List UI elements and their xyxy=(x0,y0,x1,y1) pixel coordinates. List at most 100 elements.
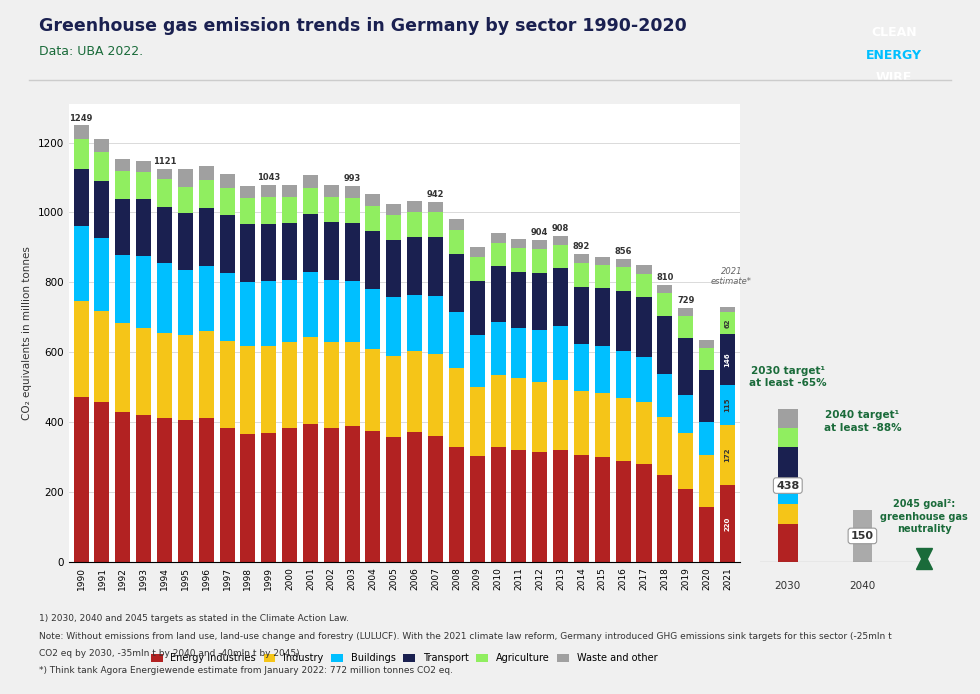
Bar xyxy=(74,169,88,226)
Bar xyxy=(720,425,735,485)
Bar xyxy=(345,280,360,342)
Bar xyxy=(553,245,568,269)
Bar xyxy=(720,312,735,334)
Bar xyxy=(240,434,256,562)
Bar xyxy=(366,231,380,289)
Bar xyxy=(574,254,589,263)
Bar xyxy=(512,239,526,248)
Bar xyxy=(615,291,631,350)
Bar xyxy=(491,232,506,243)
Text: 62: 62 xyxy=(724,319,730,328)
Bar xyxy=(220,214,234,273)
Bar xyxy=(428,436,443,562)
Bar xyxy=(386,298,402,356)
Bar xyxy=(94,139,110,152)
Text: 2045 goal²:
greenhouse gas
neutrality: 2045 goal²: greenhouse gas neutrality xyxy=(880,500,968,534)
Bar xyxy=(658,285,672,293)
Bar xyxy=(136,415,151,562)
Bar xyxy=(282,428,297,562)
Text: 1249: 1249 xyxy=(70,114,93,123)
Bar xyxy=(720,307,735,312)
Bar xyxy=(262,223,276,281)
Bar xyxy=(636,464,652,562)
Bar xyxy=(177,335,193,420)
Bar xyxy=(595,257,610,265)
Bar xyxy=(116,171,130,198)
Bar xyxy=(428,355,443,436)
Bar xyxy=(469,257,485,280)
Bar xyxy=(553,326,568,380)
Bar xyxy=(74,301,88,397)
Bar xyxy=(240,185,256,198)
Text: 172: 172 xyxy=(724,448,730,462)
Bar xyxy=(428,202,443,212)
Bar xyxy=(512,378,526,450)
Bar xyxy=(74,226,88,301)
Bar xyxy=(469,387,485,456)
Bar xyxy=(532,382,547,452)
Bar xyxy=(778,428,798,448)
Bar xyxy=(157,418,172,562)
Bar xyxy=(615,350,631,398)
Text: ENERGY: ENERGY xyxy=(866,49,922,62)
Bar xyxy=(94,152,110,181)
Bar xyxy=(615,267,631,291)
Bar xyxy=(720,385,735,425)
Bar xyxy=(636,265,652,273)
Text: 908: 908 xyxy=(552,223,569,232)
Bar xyxy=(678,489,693,562)
Bar xyxy=(386,214,402,239)
Bar xyxy=(94,312,110,403)
Bar xyxy=(386,437,402,562)
Bar xyxy=(449,219,464,230)
Bar xyxy=(595,265,610,289)
Bar xyxy=(136,256,151,328)
Text: Note: Without emissions from land use, land-use change and forestry (LULUCF). Wi: Note: Without emissions from land use, l… xyxy=(39,632,892,641)
Bar xyxy=(177,187,193,213)
Bar xyxy=(136,199,151,256)
Bar xyxy=(658,293,672,316)
Bar xyxy=(199,331,214,418)
Bar xyxy=(491,375,506,447)
Text: 892: 892 xyxy=(572,242,590,251)
Bar xyxy=(240,198,256,224)
Text: 2030 target¹
at least -65%: 2030 target¹ at least -65% xyxy=(749,366,826,388)
Bar xyxy=(553,235,568,245)
Bar xyxy=(512,328,526,378)
Bar xyxy=(116,160,130,171)
Text: *) Think tank Agora Energiewende estimate from January 2022: 772 million tonnes : *) Think tank Agora Energiewende estimat… xyxy=(39,666,453,675)
Bar xyxy=(116,412,130,562)
Bar xyxy=(449,255,464,312)
Bar xyxy=(366,431,380,562)
Bar xyxy=(636,273,652,297)
Bar xyxy=(157,169,172,179)
Text: CLEAN: CLEAN xyxy=(871,26,917,40)
Bar xyxy=(449,230,464,255)
Bar xyxy=(386,239,402,298)
Bar xyxy=(282,341,297,428)
Text: 2040: 2040 xyxy=(850,582,875,591)
Bar xyxy=(177,270,193,335)
Text: 856: 856 xyxy=(614,247,632,256)
Bar xyxy=(303,337,318,424)
Bar xyxy=(345,342,360,426)
Text: Greenhouse gas emission trends in Germany by sector 1990-2020: Greenhouse gas emission trends in German… xyxy=(39,17,687,35)
Bar xyxy=(177,213,193,270)
Bar xyxy=(449,368,464,447)
Text: CO2 eq by 2030, -35mln t by 2040 and -40mln t by 2045).: CO2 eq by 2030, -35mln t by 2040 and -40… xyxy=(39,649,303,658)
Text: 2030: 2030 xyxy=(774,582,801,591)
Bar xyxy=(94,403,110,562)
Bar xyxy=(240,282,256,346)
Text: 729: 729 xyxy=(677,296,695,305)
Text: 993: 993 xyxy=(344,174,361,183)
Bar xyxy=(574,263,589,287)
Bar xyxy=(366,289,380,349)
Bar xyxy=(853,509,872,562)
Bar xyxy=(262,346,276,433)
Bar xyxy=(157,207,172,263)
Text: 1121: 1121 xyxy=(153,157,176,166)
Bar xyxy=(658,374,672,416)
Bar xyxy=(574,287,589,344)
Bar xyxy=(94,181,110,238)
Bar xyxy=(199,166,214,180)
